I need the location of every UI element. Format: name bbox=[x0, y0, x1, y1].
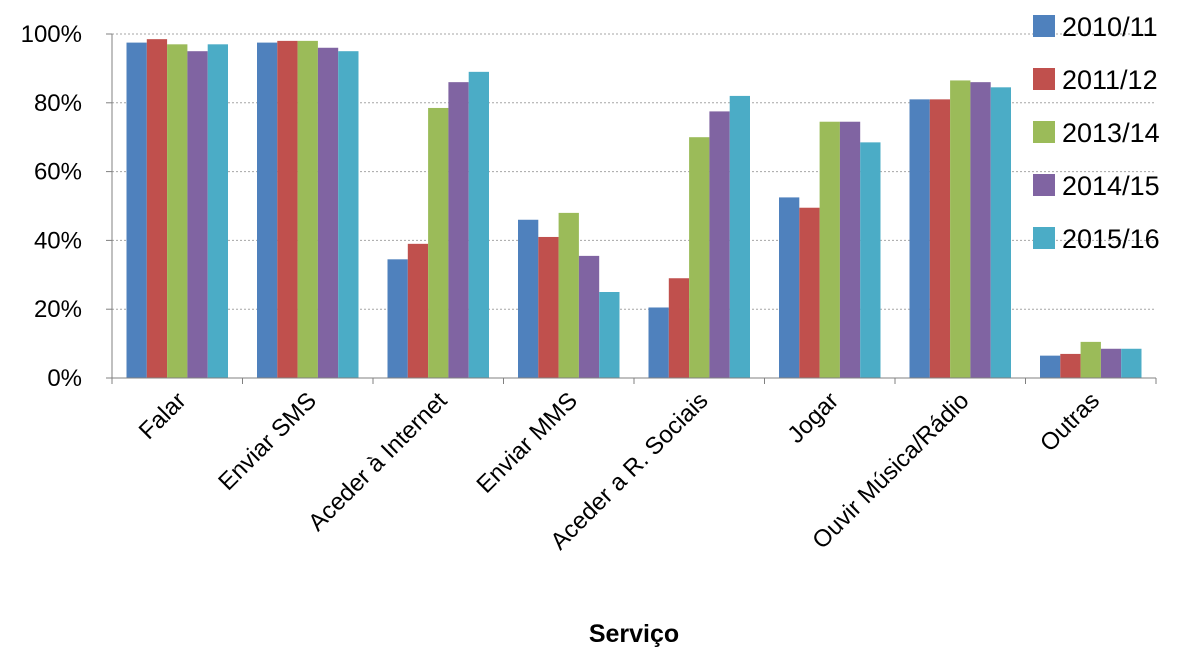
bar bbox=[448, 82, 469, 378]
y-tick-label: 40% bbox=[34, 227, 82, 254]
legend-label: 2014/15 bbox=[1062, 171, 1160, 201]
legend-swatch bbox=[1033, 121, 1055, 143]
legend-label: 2013/14 bbox=[1062, 118, 1160, 148]
bar bbox=[257, 42, 278, 378]
x-tick-label: Outras bbox=[1035, 387, 1105, 457]
bar bbox=[407, 243, 429, 378]
bar bbox=[207, 44, 228, 378]
bar bbox=[1040, 355, 1061, 378]
bar bbox=[648, 307, 669, 378]
x-tick-label: Enviar SMS bbox=[213, 387, 322, 496]
legend: 2010/11 2011/12 2013/14 2014/15 2015/16 bbox=[1033, 12, 1160, 254]
bar bbox=[599, 292, 620, 378]
bar bbox=[709, 111, 730, 379]
bar bbox=[1080, 341, 1101, 378]
bars bbox=[126, 39, 1142, 379]
y-tick-label: 60% bbox=[34, 159, 82, 186]
y-tick-label: 100% bbox=[21, 21, 82, 48]
bar bbox=[1121, 348, 1142, 378]
bar bbox=[860, 142, 881, 378]
legend-swatch bbox=[1033, 227, 1055, 249]
legend-label: 2015/16 bbox=[1062, 224, 1160, 254]
legend-label: 2010/11 bbox=[1062, 12, 1158, 42]
x-tick-label: Falar bbox=[134, 387, 192, 445]
bar bbox=[1100, 348, 1122, 378]
x-axis-title: Serviço bbox=[589, 620, 679, 648]
bar bbox=[839, 121, 861, 378]
bar bbox=[970, 82, 991, 378]
y-tick-label: 0% bbox=[47, 365, 82, 392]
legend-label: 2011/12 bbox=[1062, 65, 1158, 95]
bar bbox=[950, 80, 971, 378]
legend-swatch bbox=[1033, 68, 1055, 90]
bar bbox=[819, 121, 840, 378]
bar bbox=[799, 207, 820, 378]
bar bbox=[317, 47, 339, 378]
bar bbox=[558, 212, 579, 378]
bar bbox=[729, 95, 750, 379]
bar bbox=[297, 40, 318, 378]
bar bbox=[990, 87, 1011, 378]
x-tick-label: Jogar bbox=[782, 387, 844, 449]
x-tick-label: Aceder à Internet bbox=[303, 387, 453, 537]
bar bbox=[929, 99, 951, 379]
legend-swatch bbox=[1033, 15, 1055, 37]
bar bbox=[338, 51, 359, 378]
bar bbox=[146, 39, 168, 378]
bar bbox=[1060, 353, 1081, 378]
x-tick-label: Enviar MMS bbox=[471, 387, 583, 499]
bar bbox=[668, 278, 690, 378]
bar bbox=[909, 99, 930, 379]
bar bbox=[167, 44, 188, 378]
legend-swatch bbox=[1033, 174, 1055, 196]
bar bbox=[538, 236, 559, 378]
bar bbox=[126, 42, 147, 378]
bar bbox=[689, 137, 710, 378]
bar bbox=[277, 40, 298, 378]
bar bbox=[468, 71, 489, 378]
bar bbox=[428, 107, 449, 379]
y-tick-label: 20% bbox=[34, 296, 82, 323]
y-tick-label: 80% bbox=[34, 90, 82, 117]
bar bbox=[187, 51, 208, 378]
bar bbox=[387, 259, 408, 378]
bar bbox=[779, 197, 800, 378]
bar bbox=[518, 219, 539, 378]
bar bbox=[578, 255, 600, 378]
